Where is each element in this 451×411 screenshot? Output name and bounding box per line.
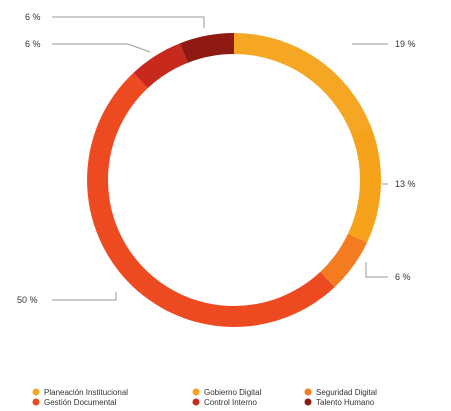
slice-seguridad-digital <box>320 233 368 288</box>
data-label-gobierno-digital: 13 % <box>395 179 416 189</box>
data-label-planeacion-institucional: 19 % <box>395 39 416 49</box>
slice-talento-humano <box>179 33 234 63</box>
legend-label-seguridad-digital: Seguridad Digital <box>316 388 377 397</box>
legend-label-gobierno-digital: Gobierno Digital <box>204 388 262 397</box>
leader-line-seguridad-digital <box>365 262 388 278</box>
legend-swatch-seguridad-digital <box>304 388 312 396</box>
legend-swatch-gestion-documental <box>32 398 40 406</box>
legend-swatch-planeacion-institucional <box>32 388 40 396</box>
legend-swatch-control-interno <box>192 398 200 406</box>
data-label-gestion-documental: 50 % <box>17 295 38 305</box>
legend: Planeación Institucional Gobierno Digital… <box>32 388 377 407</box>
leader-line-talento-humano <box>52 16 205 28</box>
data-label-seguridad-digital: 6 % <box>395 272 411 282</box>
slice-gobierno-digital <box>348 125 381 243</box>
data-label-control-interno: 6 % <box>25 39 41 49</box>
label-leaders <box>52 16 388 301</box>
slice-control-interno <box>133 43 188 89</box>
slice-gestion-documental <box>87 72 335 327</box>
leader-line-control-interno <box>52 43 151 53</box>
leader-line-gestion-documental <box>52 292 117 301</box>
slice-labels: 19 % 13 % 6 % 50 % 6 % 6 % <box>17 12 416 305</box>
slice-planeacion-institucional <box>234 33 371 134</box>
legend-label-talento-humano: Talento Humano <box>316 398 375 407</box>
legend-swatch-talento-humano <box>304 398 312 406</box>
legend-label-gestion-documental: Gestión Documental <box>44 398 117 407</box>
legend-swatch-gobierno-digital <box>192 388 200 396</box>
data-label-talento-humano: 6 % <box>25 12 41 22</box>
legend-label-control-interno: Control Interno <box>204 398 257 407</box>
donut-slices <box>87 33 381 327</box>
legend-label-planeacion-institucional: Planeación Institucional <box>44 388 128 397</box>
